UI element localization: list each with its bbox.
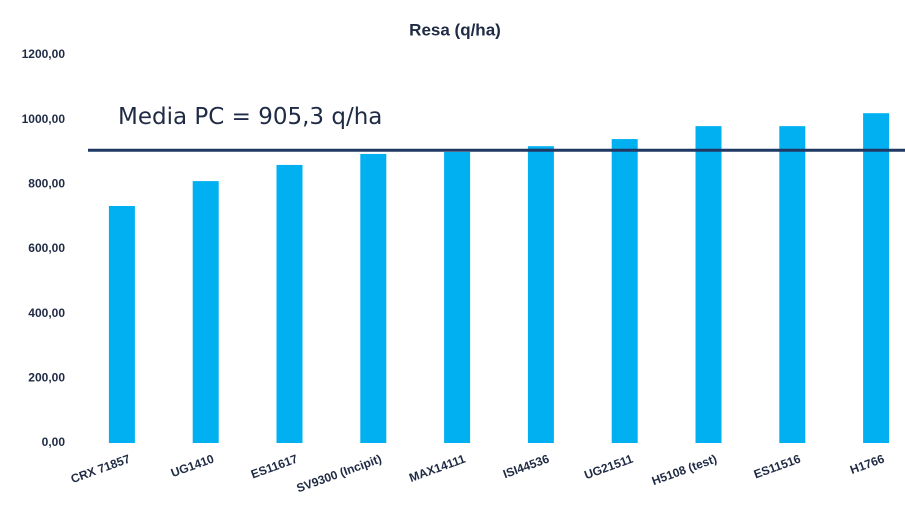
y-tick-label: 200,00 bbox=[28, 371, 65, 385]
x-tick-label: CRX 71857 bbox=[69, 452, 132, 486]
bar bbox=[863, 113, 890, 443]
x-tick-label: SV9300 (Incipit) bbox=[295, 452, 384, 496]
bar bbox=[779, 126, 806, 443]
y-tick-label: 600,00 bbox=[28, 241, 65, 255]
bar bbox=[527, 146, 554, 443]
y-tick-label: 1000,00 bbox=[22, 112, 66, 126]
x-tick-label: H5108 (test) bbox=[650, 452, 719, 488]
x-tick-label: MAX14111 bbox=[407, 452, 467, 485]
chart-title: Resa (q/ha) bbox=[409, 20, 501, 39]
bar bbox=[276, 164, 303, 443]
y-tick-label: 400,00 bbox=[28, 306, 65, 320]
y-tick-label: 1200,00 bbox=[22, 47, 66, 61]
bar bbox=[108, 205, 135, 443]
bar bbox=[695, 126, 722, 443]
y-tick-label: 0,00 bbox=[42, 435, 66, 449]
x-tick-label: UG1410 bbox=[169, 452, 216, 481]
x-tick-label: ES11617 bbox=[249, 452, 300, 482]
bar bbox=[360, 153, 387, 443]
bar bbox=[192, 181, 219, 443]
reference-label: Media PC = 905,3 q/ha bbox=[118, 104, 382, 130]
x-tick-label: UG21511 bbox=[582, 452, 635, 483]
y-tick-label: 800,00 bbox=[28, 177, 65, 191]
x-tick-label: H1766 bbox=[848, 452, 886, 477]
bar bbox=[611, 139, 638, 444]
x-tick-label: ISI44536 bbox=[501, 452, 551, 482]
x-tick-label: ES11516 bbox=[752, 452, 803, 482]
bar bbox=[444, 152, 471, 443]
